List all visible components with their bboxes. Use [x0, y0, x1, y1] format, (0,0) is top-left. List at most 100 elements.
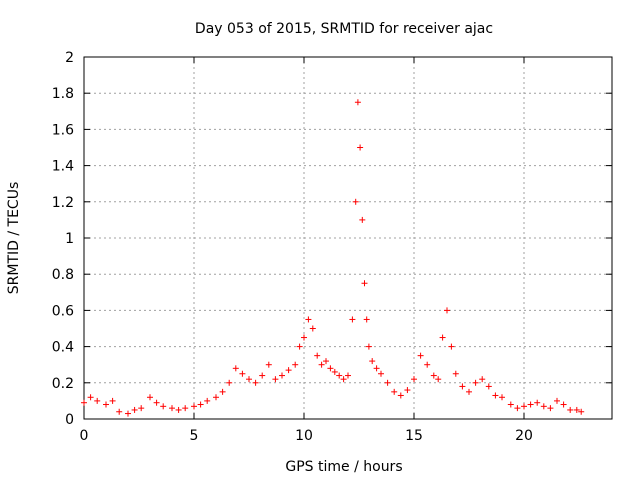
data-point: [397, 392, 404, 399]
data-point: [573, 406, 580, 413]
y-tick-label: 0.8: [52, 267, 74, 283]
data-point: [314, 352, 321, 359]
data-point: [323, 358, 329, 365]
data-point: [226, 379, 233, 386]
data-point: [318, 361, 325, 368]
data-point: [411, 376, 417, 383]
x-tick-label: 15: [405, 428, 423, 444]
data-point: [87, 394, 94, 401]
data-point: [452, 370, 459, 377]
data-point: [369, 358, 376, 365]
data-point: [327, 365, 334, 372]
plot-frame: [83, 56, 613, 420]
data-point: [527, 401, 534, 408]
data-point: [252, 379, 259, 386]
data-point: [94, 397, 101, 404]
x-tick-labels: 0 5 10 15 20: [80, 428, 533, 444]
data-point: [521, 403, 527, 410]
data-point: [365, 343, 372, 350]
x-tick-label: 0: [80, 428, 89, 444]
data-point: [554, 397, 560, 404]
data-point: [578, 408, 585, 415]
data-point: [285, 367, 292, 374]
x-axis-label: GPS time / hours: [285, 459, 402, 475]
x-tick-label: 20: [515, 428, 533, 444]
data-point: [349, 316, 356, 323]
y-tick-label: 0: [65, 412, 74, 428]
x-tick-label: 10: [295, 428, 313, 444]
data-point: [459, 383, 466, 390]
data-point: [404, 387, 411, 394]
data-point: [424, 361, 431, 368]
data-point: [239, 370, 246, 377]
data-point: [430, 372, 437, 379]
data-point: [131, 406, 138, 413]
data-point: [354, 99, 361, 106]
data-point: [340, 376, 347, 383]
data-point: [296, 343, 303, 350]
data-point: [357, 144, 364, 151]
data-point: [331, 368, 338, 375]
y-tick-label: 1: [65, 231, 74, 247]
data-point: [103, 401, 109, 408]
y-tick-label: 1.2: [52, 195, 74, 211]
axis-ticks: [83, 56, 612, 420]
data-point: [378, 370, 384, 377]
data-point: [213, 394, 219, 401]
data-point: [534, 399, 541, 406]
data-point: [301, 334, 307, 341]
data-point: [336, 372, 343, 379]
data-point: [359, 216, 366, 223]
data-point: [182, 405, 189, 412]
data-point: [292, 361, 299, 368]
data-point: [265, 361, 272, 368]
y-tick-label: 0.4: [52, 340, 74, 356]
y-tick-label: 1.8: [52, 86, 74, 102]
data-point: [417, 352, 424, 359]
data-point: [204, 397, 211, 404]
chart-title: Day 053 of 2015, SRMTID for receiver aja…: [195, 21, 493, 37]
data-point: [125, 410, 131, 417]
data-point: [435, 376, 442, 383]
data-point: [352, 198, 359, 205]
y-tick-label: 2: [65, 50, 74, 66]
data-point: [560, 401, 567, 408]
data-point: [153, 399, 160, 406]
data-point: [169, 405, 175, 412]
data-point: [363, 316, 370, 323]
data-point: [448, 343, 455, 350]
data-point: [309, 325, 316, 332]
data-point: [197, 401, 204, 408]
y-tick-label: 0.6: [52, 303, 74, 319]
data-point: [232, 365, 239, 372]
data-point: [507, 401, 514, 408]
data-point: [259, 372, 266, 379]
data-point: [373, 365, 380, 372]
data-point: [272, 376, 279, 383]
y-tick-label: 0.2: [52, 376, 74, 392]
data-point: [175, 406, 182, 413]
y-axis-label: SRMTID / TECUs: [6, 182, 22, 295]
data-point: [191, 403, 197, 410]
data-point: [547, 405, 554, 412]
x-tick-label: 5: [190, 428, 199, 444]
data-point: [479, 376, 486, 383]
y-tick-labels: 0 0.2 0.4 0.6 0.8 1 1.2 1.4 1.6 1.8 2: [52, 50, 74, 428]
data-point: [499, 394, 505, 401]
data-point: [466, 388, 472, 395]
data-point: [439, 334, 446, 341]
data-point: [81, 399, 87, 406]
y-tick-label: 1.6: [52, 122, 74, 138]
data-point: [147, 394, 153, 401]
data-point: [305, 316, 312, 323]
data-point: [109, 397, 116, 404]
data-point: [472, 379, 479, 386]
data-point: [514, 405, 521, 412]
data-point: [391, 388, 398, 395]
data-point: [246, 376, 252, 383]
data-point: [567, 406, 574, 413]
data-point: [444, 307, 450, 314]
y-tick-label: 1.4: [52, 159, 74, 175]
data-points: [81, 99, 585, 417]
data-point: [540, 403, 547, 410]
